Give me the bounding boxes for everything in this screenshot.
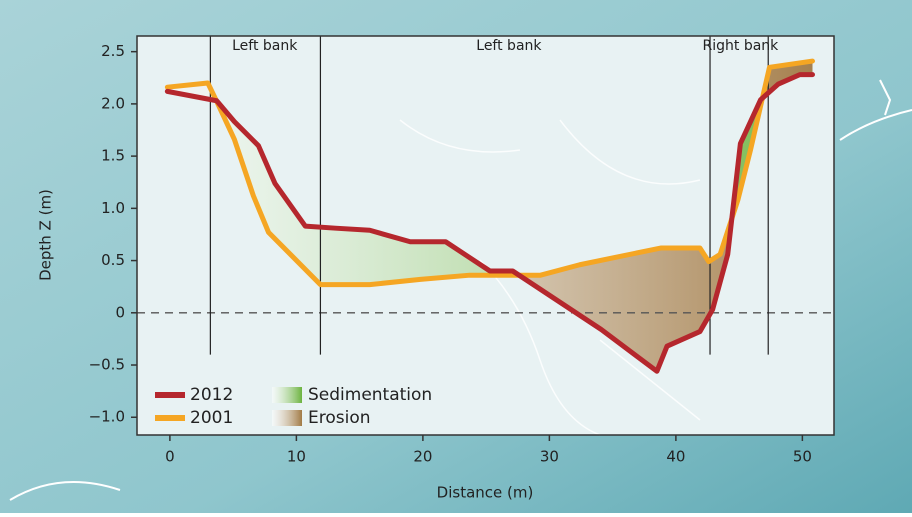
map-decoration — [9, 79, 912, 501]
annotation: Left bank — [476, 38, 542, 54]
y-tick-label: 2.5 — [101, 42, 125, 60]
legend-label: Erosion — [308, 408, 371, 428]
y-axis-label: Depth Z (m) — [37, 189, 55, 281]
plot-background — [137, 36, 834, 435]
y-tick-label: −0.5 — [89, 356, 125, 374]
legend-swatch — [272, 387, 302, 403]
x-tick-label: 20 — [413, 448, 432, 466]
x-tick-label: 40 — [666, 448, 685, 466]
y-tick-label: 1.0 — [101, 199, 125, 217]
legend-label: 2001 — [190, 408, 233, 428]
legend-label: Sedimentation — [308, 385, 432, 405]
annotation: Left bank — [232, 38, 298, 54]
y-tick-label: −1.0 — [89, 408, 125, 426]
annotation: Right bank — [703, 38, 780, 54]
x-axis-label: Distance (m) — [437, 484, 534, 502]
x-tick-label: 10 — [287, 448, 306, 466]
x-tick-label: 30 — [540, 448, 559, 466]
y-tick-label: 0.5 — [101, 251, 125, 269]
y-tick-label: 1.5 — [101, 147, 125, 165]
x-tick-label: 50 — [793, 448, 812, 466]
legend-swatch — [272, 410, 302, 426]
y-tick-label: 0 — [115, 303, 125, 321]
map-decoration — [399, 119, 701, 436]
plot-frame — [136, 35, 835, 436]
legend-label: 2012 — [190, 385, 233, 405]
y-tick-label: 2.0 — [101, 94, 125, 112]
series-line — [164, 72, 815, 374]
x-tick-label: 0 — [165, 448, 175, 466]
